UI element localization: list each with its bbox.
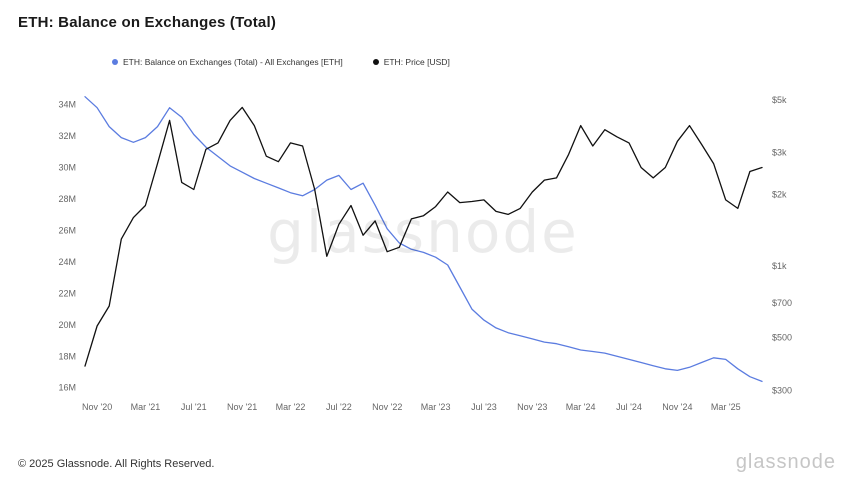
right-axis-tick: $300: [772, 385, 792, 395]
left-axis-tick: 16M: [58, 383, 76, 393]
copyright-text: © 2025 Glassnode. All Rights Reserved.: [18, 458, 215, 470]
x-axis-tick: Jul '22: [326, 402, 352, 412]
x-axis-tick: Mar '22: [276, 402, 306, 412]
left-axis-tick: 24M: [58, 257, 76, 267]
x-axis-tick: Nov '21: [227, 402, 257, 412]
right-axis-tick: $700: [772, 298, 792, 308]
right-axis-tick: $2k: [772, 190, 787, 200]
x-axis-tick: Jul '21: [181, 402, 207, 412]
x-axis-tick: Jul '24: [616, 402, 642, 412]
legend-label-price: ETH: Price [USD]: [383, 57, 450, 67]
right-axis-tick: $3k: [772, 148, 787, 158]
right-axis-tick: $5k: [772, 95, 787, 105]
x-axis-tick: Mar '24: [566, 402, 596, 412]
price-line: [84, 106, 763, 367]
x-axis-tick: Mar '23: [421, 402, 451, 412]
legend: ETH: Balance on Exchanges (Total) - All …: [112, 57, 450, 67]
x-axis-tick: Mar '21: [131, 402, 161, 412]
legend-dot-price-icon: [372, 59, 379, 65]
x-axis-tick: Jul '23: [471, 402, 497, 412]
left-axis-tick: 34M: [58, 100, 76, 110]
left-axis-tick: 18M: [58, 351, 76, 361]
right-axis-tick: $500: [772, 333, 792, 343]
left-axis-tick: 22M: [58, 288, 76, 298]
left-axis-tick: 20M: [58, 320, 76, 330]
x-axis-tick: Nov '23: [517, 402, 547, 412]
legend-dot-balance-icon: [112, 59, 118, 65]
chart-title: ETH: Balance on Exchanges (Total): [18, 14, 277, 31]
x-axis-tick: Mar '25: [711, 402, 741, 412]
left-axis-tick: 26M: [58, 225, 76, 235]
balance-line: [84, 96, 763, 383]
legend-label-balance: ETH: Balance on Exchanges (Total) - All …: [123, 57, 343, 67]
legend-item-price[interactable]: ETH: Price [USD]: [372, 57, 450, 67]
legend-item-balance[interactable]: ETH: Balance on Exchanges (Total) - All …: [112, 57, 343, 67]
brand-logo: glassnode: [735, 451, 836, 473]
x-axis-tick: Nov '22: [372, 402, 402, 412]
left-axis-tick: 32M: [58, 131, 76, 141]
x-axis-tick: Nov '20: [82, 402, 112, 412]
left-axis-tick: 28M: [58, 194, 76, 204]
right-axis-tick: $1k: [772, 261, 787, 271]
left-axis-tick: 30M: [58, 163, 76, 173]
x-axis-tick: Nov '24: [662, 402, 692, 412]
